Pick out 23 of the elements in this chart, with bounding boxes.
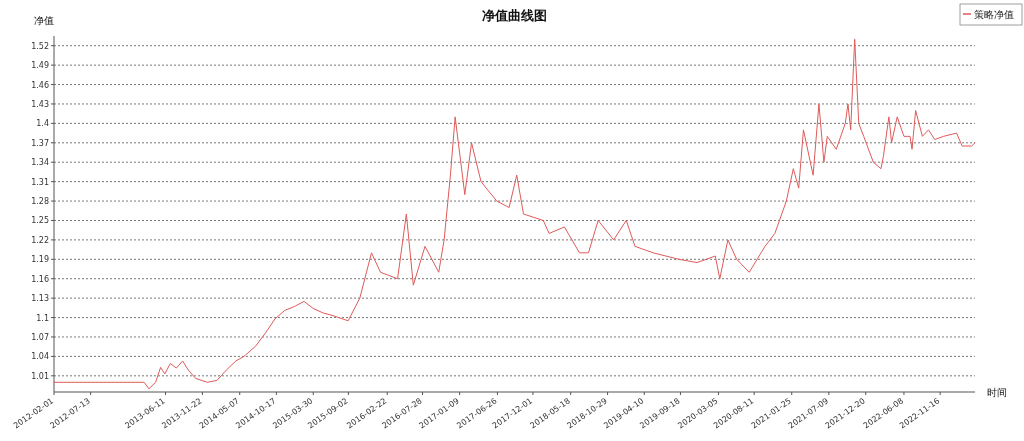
y-tick-label: 1.46: [31, 80, 49, 90]
y-tick-label: 1.22: [31, 235, 49, 245]
y-tick-label: 1.01: [31, 371, 49, 381]
y-tick-label: 1.28: [31, 197, 49, 207]
y-tick-label: 1.07: [31, 332, 49, 342]
y-tick-label: 1.4: [36, 119, 49, 129]
y-tick-label: 1.52: [31, 41, 49, 51]
y-tick-label: 1.19: [31, 255, 49, 265]
y-tick-label: 1.31: [31, 177, 49, 187]
chart-title: 净值曲线图: [482, 8, 547, 23]
legend-label: 策略净值: [974, 8, 1014, 20]
y-tick-label: 1.1: [36, 313, 49, 323]
y-tick-label: 1.04: [31, 352, 49, 362]
y-tick-label: 1.34: [31, 158, 49, 168]
y-tick-label: 1.49: [31, 61, 49, 71]
y-tick-label: 1.25: [31, 216, 49, 226]
x-axis-title: 时间: [987, 387, 1007, 398]
y-tick-label: 1.16: [31, 274, 49, 284]
y-axis-title: 净值: [34, 15, 54, 26]
y-tick-label: 1.13: [31, 294, 49, 304]
y-tick-label: 1.43: [31, 99, 49, 109]
y-tick-label: 1.37: [31, 138, 49, 148]
legend: 策略净值: [959, 3, 1023, 26]
